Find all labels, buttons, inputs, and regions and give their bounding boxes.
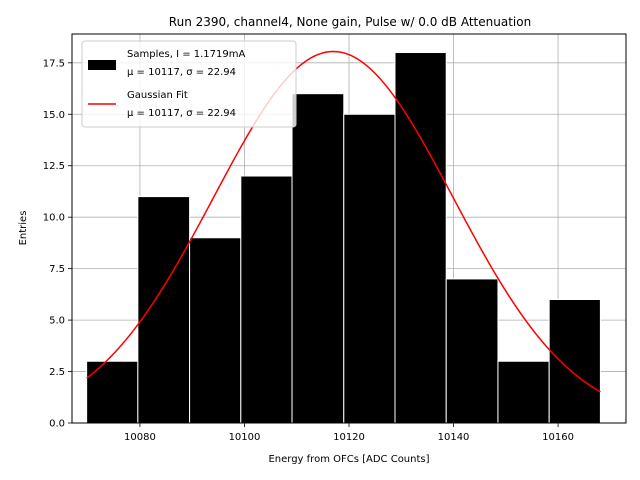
x-tick-label: 10160 <box>542 432 574 443</box>
y-tick-label: 17.5 <box>43 58 65 69</box>
histogram-bar-7 <box>394 52 447 424</box>
y-tick-label: 12.5 <box>43 161 65 172</box>
histogram-bar-3 <box>189 237 242 424</box>
chart-title: Run 2390, channel4, None gain, Pulse w/ … <box>169 15 531 29</box>
legend: Samples, I = 1.1719mA μ = 10117, σ = 22.… <box>81 40 297 128</box>
histogram-bar-1 <box>86 360 139 424</box>
histogram-bar-9 <box>497 360 550 424</box>
legend-samples-label: Samples, I = 1.1719mA <box>127 49 245 60</box>
y-tick-label: 0.0 <box>49 419 65 430</box>
x-axis-ticks: 10080 10100 10120 10140 10160 <box>124 423 574 443</box>
x-tick-label: 10080 <box>124 432 156 443</box>
histogram-bar-10 <box>548 299 601 424</box>
x-tick-label: 10140 <box>438 432 470 443</box>
histogram-bar-4 <box>240 175 293 424</box>
y-tick-label: 2.5 <box>49 367 65 378</box>
y-axis-ticks: 0.0 2.5 5.0 7.5 10.0 12.5 15.0 17.5 <box>43 58 72 430</box>
legend-samples-swatch <box>88 60 116 70</box>
y-axis-label: Entries <box>18 211 29 246</box>
x-axis-label: Energy from OFCs [ADC Counts] <box>268 454 429 465</box>
histogram-bars <box>86 52 601 424</box>
x-tick-label: 10100 <box>229 432 261 443</box>
histogram-bar-5 <box>291 93 345 424</box>
x-tick-label: 10120 <box>333 432 365 443</box>
legend-samples-stats: μ = 10117, σ = 22.94 <box>127 67 236 78</box>
y-tick-label: 10.0 <box>43 213 65 224</box>
histogram-bar-6 <box>343 113 396 424</box>
histogram-bar-8 <box>445 278 499 424</box>
y-tick-label: 7.5 <box>49 264 65 275</box>
legend-fit-stats: μ = 10117, σ = 22.94 <box>127 108 236 119</box>
legend-fit-label: Gaussian Fit <box>127 90 188 101</box>
legend-box <box>81 40 297 128</box>
y-tick-label: 5.0 <box>49 316 65 327</box>
histogram-bar-2 <box>137 196 191 424</box>
y-tick-label: 15.0 <box>43 110 65 121</box>
gaussian-fit <box>86 50 601 393</box>
fit-curve <box>86 50 601 393</box>
